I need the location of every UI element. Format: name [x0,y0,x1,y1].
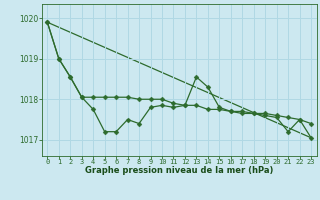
X-axis label: Graphe pression niveau de la mer (hPa): Graphe pression niveau de la mer (hPa) [85,166,273,175]
